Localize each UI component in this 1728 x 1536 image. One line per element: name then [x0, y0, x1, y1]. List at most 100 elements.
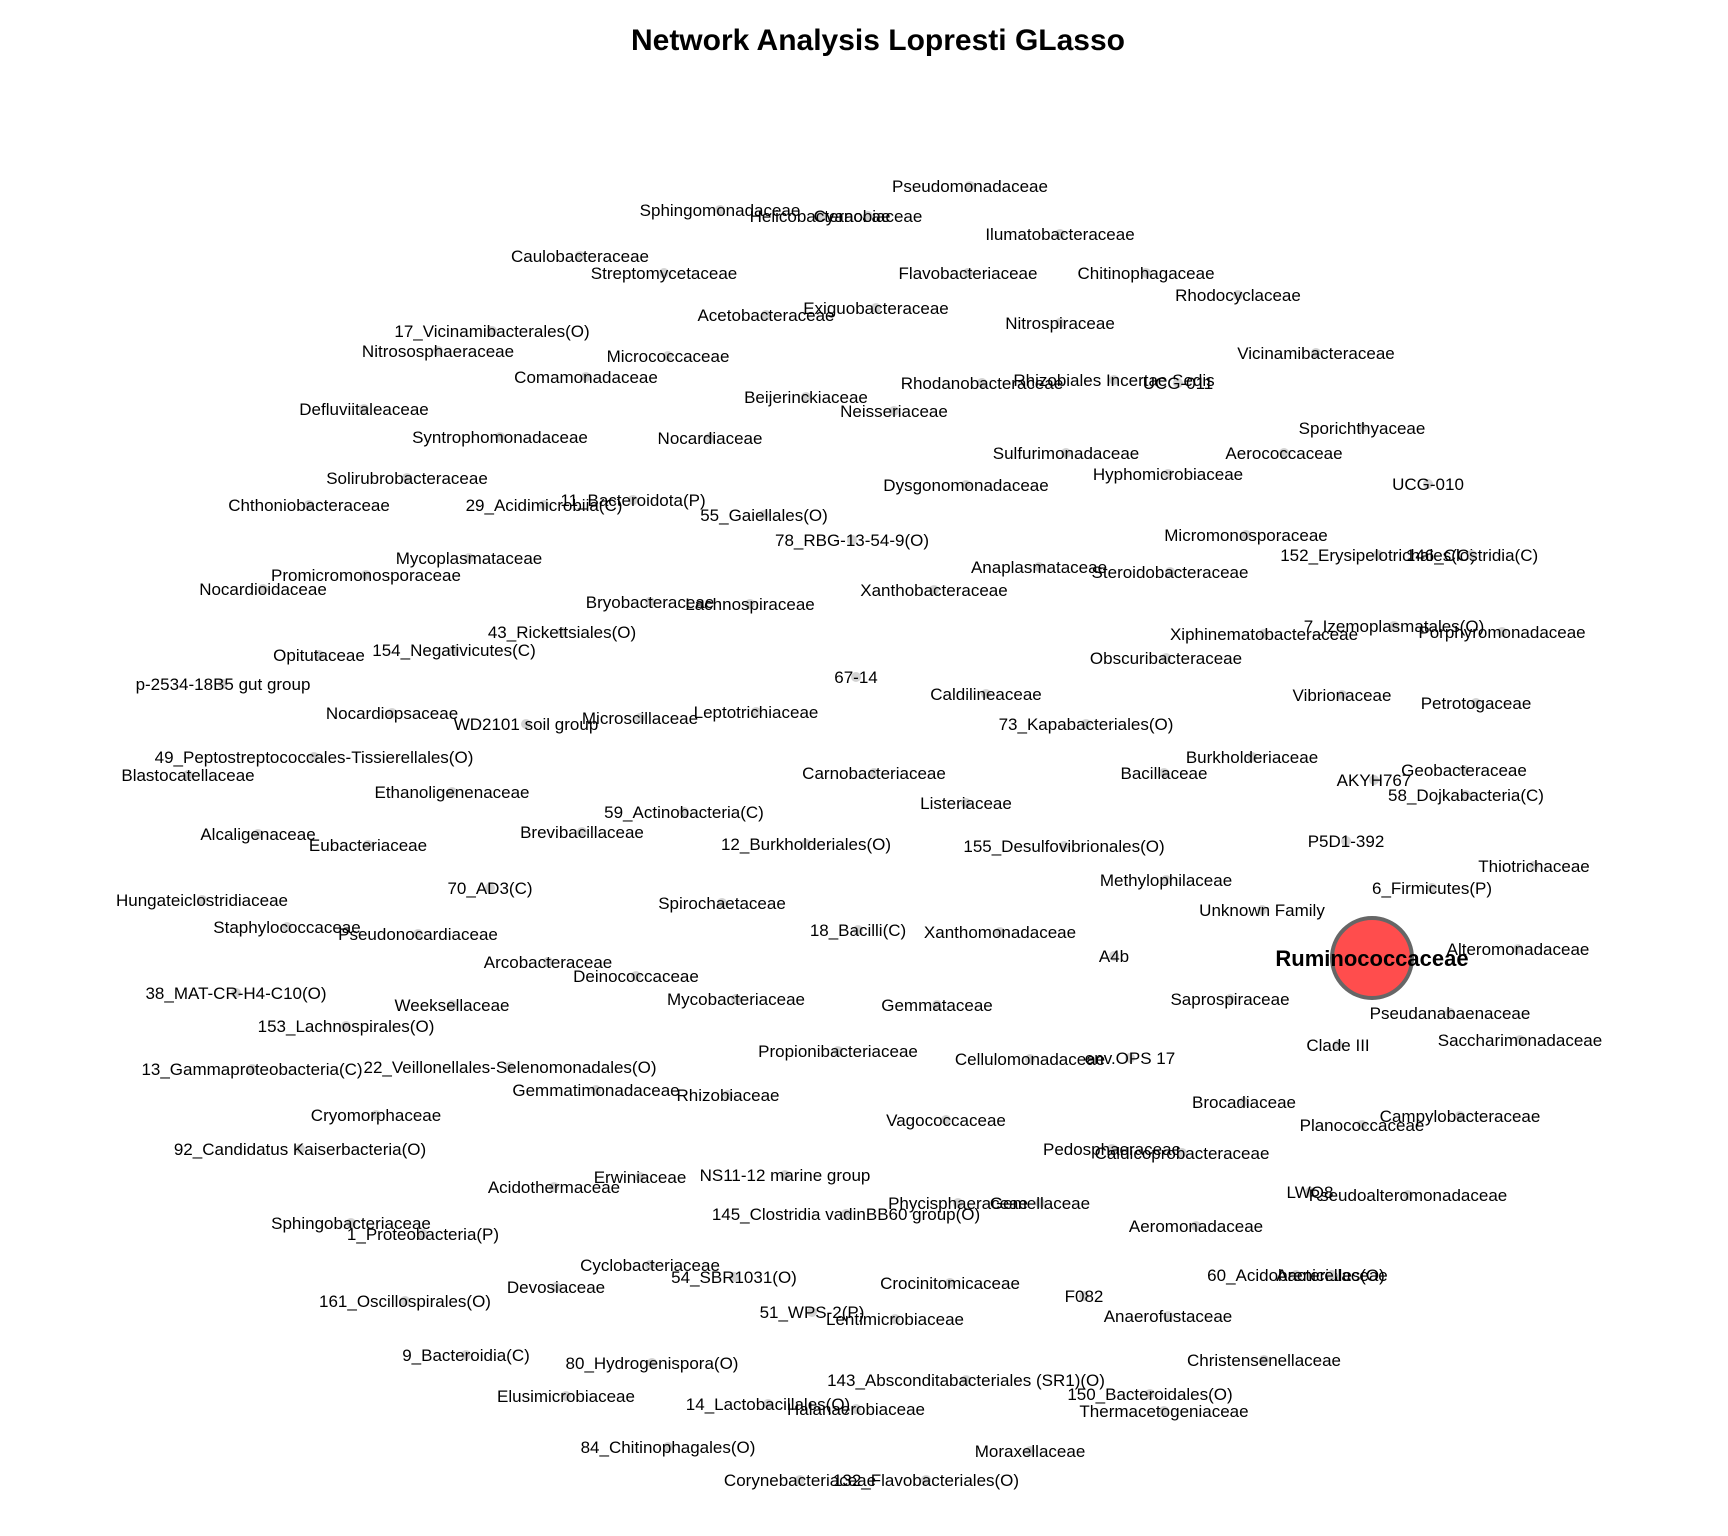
network-node: 29_Acidimicrobiia(C) [466, 496, 623, 515]
node-dot [1173, 378, 1183, 388]
node-dot [575, 251, 585, 261]
node-dot [447, 787, 457, 797]
network-node: 59_Actinobacteria(C) [604, 803, 764, 822]
node-dot [977, 378, 987, 388]
network-node: Rhodocyclaceae [1175, 286, 1301, 305]
node-dot [663, 1442, 673, 1452]
node-label: 70_AD3(C) [447, 879, 532, 898]
node-label: Exiguobacteraceae [803, 299, 949, 318]
node-dot [945, 1278, 955, 1288]
node-dot [631, 971, 641, 981]
node-label: 18_Bacilli(C) [810, 921, 906, 940]
network-node: Anaerofustaceae [1104, 1307, 1233, 1326]
node-label: Gemmatimonadaceae [512, 1081, 679, 1100]
node-label: Planococcaceae [1300, 1116, 1425, 1135]
node-label: AKYH767 [1337, 771, 1412, 790]
network-node: env.OPS 17 [1085, 1049, 1175, 1068]
network-node: Spirochaetaceae [658, 894, 786, 913]
node-label: Ilumatobacteraceae [985, 225, 1134, 244]
node-dot [218, 679, 228, 689]
network-node: 80_Hydrogenispora(O) [566, 1354, 739, 1373]
node-dot [1259, 629, 1269, 639]
network-node: Gemmataceae [881, 996, 993, 1015]
node-dot [1055, 229, 1065, 239]
network-node: P5D1-392 [1308, 832, 1385, 851]
node-label: 161_Oscillospirales(O) [319, 1292, 491, 1311]
network-node: Ilumatobacteraceae [985, 225, 1134, 244]
node-dot [759, 510, 769, 520]
node-dot [1357, 423, 1367, 433]
node-label: Chitinophagaceae [1077, 264, 1214, 283]
node-dot [815, 211, 825, 221]
network-node: Propionibacteriaceae [758, 1042, 918, 1061]
node-dot [941, 1115, 951, 1125]
node-dot [628, 495, 638, 505]
node-label: env.OPS 17 [1085, 1049, 1175, 1068]
network-node: Pseudanabaenaceae [1370, 1004, 1531, 1023]
node-label: Eubacteriaceae [309, 836, 427, 855]
node-label: Vicinamibacteraceae [1237, 344, 1395, 363]
node-label: Defluviitaleaceae [299, 400, 428, 419]
node-dot [1163, 1311, 1173, 1321]
network-node: 58_Dojkabacteria(C) [1388, 786, 1544, 805]
network-node: 152_Erysipelotrichales(O) [1280, 546, 1476, 565]
network-node: Cyanobiaceae [814, 207, 923, 226]
node-dot [247, 1064, 257, 1074]
node-dot [763, 1399, 773, 1409]
network-node: Micrococcaceae [607, 347, 730, 366]
network-node: Promicromonosporaceae [271, 566, 461, 585]
network-node: Deinococcaceae [573, 967, 699, 986]
node-dot [795, 1475, 805, 1485]
network-node: 67-14 [834, 668, 877, 687]
node-dot [549, 1182, 559, 1192]
network-node: Microscillaceae [582, 709, 698, 728]
node-label: Propionibacteriaceae [758, 1042, 918, 1061]
network-node: Alteromonadaceae [1447, 940, 1590, 959]
network-node: Petrotogaceae [1421, 694, 1532, 713]
node-label: Nocardiopsaceae [326, 704, 458, 723]
node-label: Ethanoligenenaceae [374, 783, 529, 802]
node-label: Helicobacteraceae [750, 207, 891, 226]
network-node: Cellulomonadaceae [955, 1050, 1105, 1069]
network-node: Eubacteriaceae [309, 836, 427, 855]
node-label: Saprospiraceae [1170, 990, 1289, 1009]
network-node: Neisseriaceae [840, 402, 948, 421]
node-dot [847, 535, 857, 545]
node-dot [869, 768, 879, 778]
network-node: Burkholderiaceae [1186, 748, 1318, 767]
node-dot [853, 925, 863, 935]
network-node: Defluviitaleaceae [299, 400, 428, 419]
node-dot [1459, 765, 1469, 775]
node-label: 84_Chitinophagales(O) [581, 1438, 756, 1457]
network-node: Syntrophomonadaceae [412, 428, 588, 447]
node-dot [889, 406, 899, 416]
node-label: 51_WPS-2(P) [760, 1303, 865, 1322]
node-label: 59_Actinobacteria(C) [604, 803, 764, 822]
network-node: Cyclobacteriaceae [580, 1256, 720, 1275]
node-label: Mycobacteriaceae [667, 990, 805, 1009]
node-label: 29_Acidimicrobiia(C) [466, 496, 623, 515]
network-node: 17_Vicinamibacterales(O) [394, 322, 589, 341]
node-dot [449, 645, 459, 655]
network-node: Thiotrichaceae [1478, 857, 1590, 876]
node-label: UCG-011 [1143, 374, 1214, 393]
node-label: Spirochaetaceae [658, 894, 786, 913]
node-dot [1311, 348, 1321, 358]
node-label: Halanaerobiaceae [787, 1400, 925, 1419]
network-node: Bryobacteraceae [586, 593, 715, 612]
node-dot [387, 708, 397, 718]
node-dot [295, 1144, 305, 1154]
node-dot [371, 1110, 381, 1120]
node-dot [577, 827, 587, 837]
network-node: Obscuribacteraceae [1090, 649, 1242, 668]
node-dot [400, 1296, 410, 1306]
node-dot [645, 597, 655, 607]
node-label: Erwiniaceae [594, 1168, 687, 1187]
network-node: Pseudoalteromonadaceae [1309, 1186, 1507, 1205]
node-label: WD2101 soil group [454, 715, 599, 734]
node-label: Opitutaceae [273, 646, 365, 665]
network-node: 1_Proteobacteria(P) [347, 1225, 499, 1244]
node-dot [561, 1391, 571, 1401]
network-node: Gemellaceae [990, 1194, 1090, 1213]
node-dot [863, 211, 873, 221]
